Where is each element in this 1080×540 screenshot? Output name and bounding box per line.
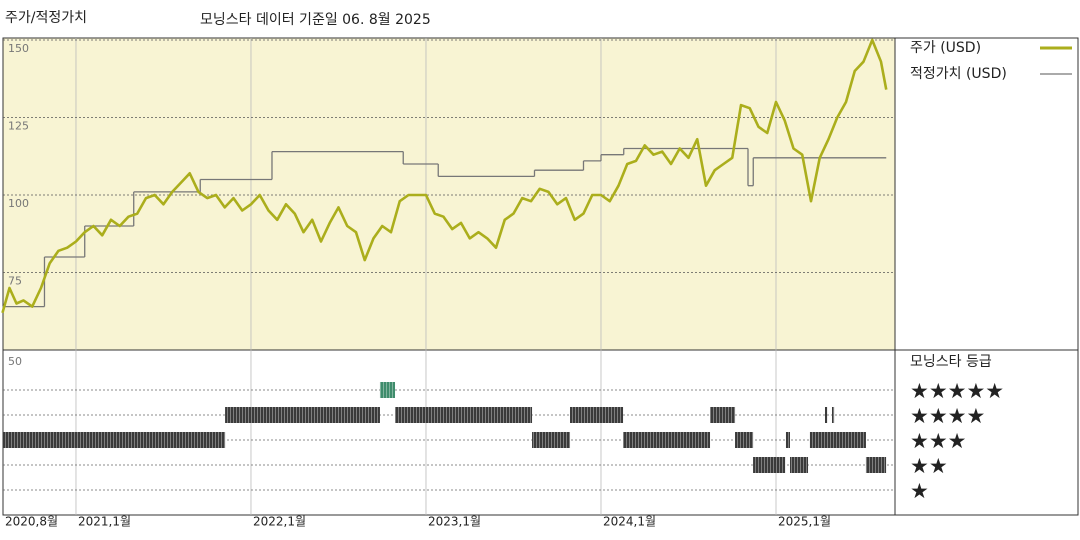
rating-bar-texture [824,407,828,423]
x-tick-label: 2020,8월 [5,515,58,529]
rating-label: ★ [910,479,929,503]
rating-bar-texture [623,432,711,448]
rating-title: 모닝스타 등급 [910,354,992,370]
rating-bar-texture [809,432,866,448]
rating-label: ★★★★ [910,404,985,428]
x-tick-label: 2022,1월 [253,515,306,529]
rating-bar-texture [710,407,736,423]
rating-bar-texture [865,457,887,473]
rating-bar-texture [395,407,533,423]
rating-bar-texture [785,432,790,448]
rating-bar-texture [570,407,624,423]
rating-bar-texture [532,432,571,448]
x-tick-label: 2021,1월 [78,515,131,529]
y-tick-label: 150 [8,42,29,55]
plot-background [3,38,895,350]
rating-bar-texture [225,407,380,423]
rating-label: ★★★ [910,429,966,453]
rating-bar-texture [735,432,754,448]
chart-subtitle: 모닝스타 데이터 기준일 06. 8월 2025 [200,12,431,28]
y-tick-label: 100 [8,197,29,210]
rating-bar-texture [3,432,226,448]
x-tick-label: 2025,1월 [778,515,831,529]
x-tick-label: 2024,1월 [603,515,656,529]
y-tick-label: 75 [8,275,22,288]
x-tick-label: 2023,1월 [428,515,481,529]
rating-label: ★★★★★ [910,379,1004,403]
frame [2,37,1079,516]
price-line [1,38,888,314]
chart-title: 주가/적정가치 [5,10,87,26]
y-tick-label: 125 [8,120,29,133]
rating-bar-texture [379,382,396,398]
legend-label: 주가 (USD) [910,40,981,56]
rating-bar-texture [753,457,786,473]
rating-bar-texture [831,407,835,423]
legend-label: 적정가치 (USD) [910,66,1007,82]
rating-bar-texture [789,457,809,473]
rating-axis-label: 50 [8,355,22,368]
rating-label: ★★ [910,454,948,478]
